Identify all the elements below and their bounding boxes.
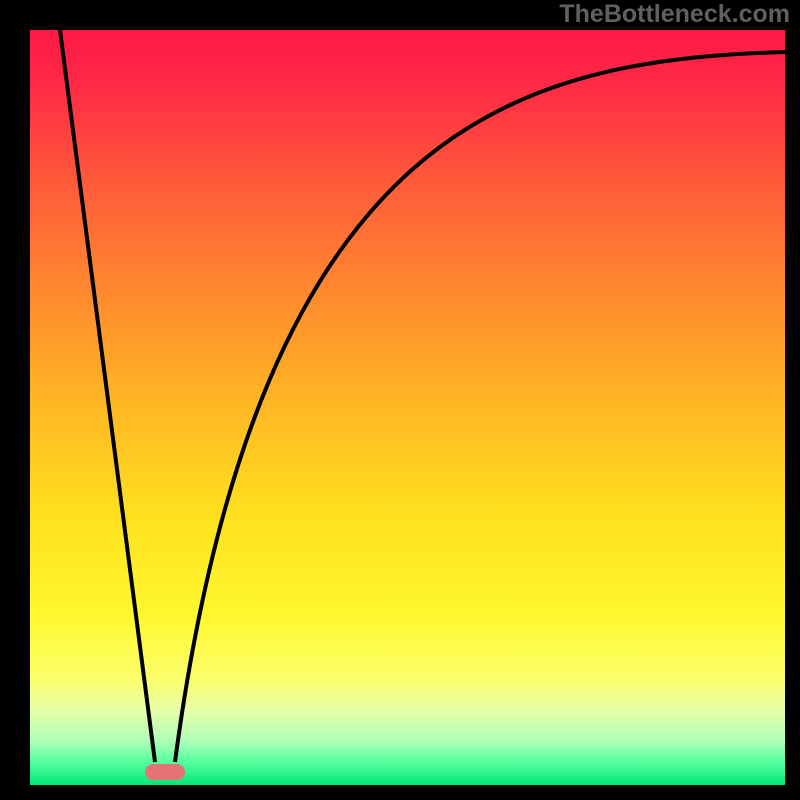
optimal-marker — [145, 764, 185, 780]
watermark-text: TheBottleneck.com — [559, 0, 790, 29]
curve-left-segment — [60, 30, 155, 762]
curve-right-segment — [175, 52, 785, 762]
chart-svg — [0, 0, 800, 800]
